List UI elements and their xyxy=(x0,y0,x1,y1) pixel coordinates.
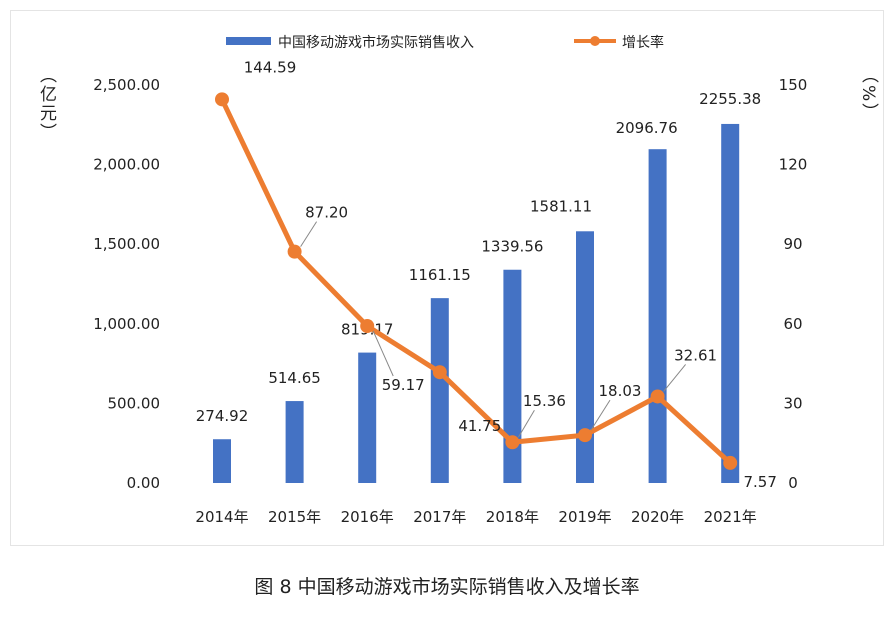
bar-data-label: 1161.15 xyxy=(409,266,471,284)
bar-data-label: 514.65 xyxy=(268,369,321,387)
growth-point xyxy=(650,389,665,404)
right-tick-label: 0 xyxy=(788,474,798,492)
leader-line xyxy=(300,221,318,247)
bar-data-label: 1581.11 xyxy=(530,197,592,215)
bar xyxy=(648,149,667,483)
leader-line xyxy=(663,364,686,392)
growth-point xyxy=(578,428,592,443)
left-tick-label: 0.00 xyxy=(127,474,160,492)
right-axis-title: （%） xyxy=(858,66,878,123)
leader-line xyxy=(372,330,394,377)
category-label: 2017年 xyxy=(413,508,466,526)
line-data-label: 59.17 xyxy=(382,376,425,394)
line-data-label: 87.20 xyxy=(305,204,348,222)
growth-point xyxy=(505,435,520,450)
left-tick-label: 500.00 xyxy=(108,394,161,412)
left-tick-label: 1,500.00 xyxy=(93,235,160,253)
legend-line-marker xyxy=(590,36,600,46)
bar xyxy=(576,231,594,483)
bar xyxy=(285,401,304,483)
line-data-label: 15.36 xyxy=(523,392,566,410)
legend-bar-label: 中国移动游戏市场实际销售收入 xyxy=(278,34,474,51)
left-axis-title: （亿元） xyxy=(36,66,56,142)
right-tick-label: 90 xyxy=(783,235,802,253)
line-data-label: 7.57 xyxy=(743,473,776,491)
bar xyxy=(503,269,522,483)
line-data-label: 18.03 xyxy=(599,382,642,400)
line-data-label: 144.59 xyxy=(244,58,297,76)
bar-data-label: 1339.56 xyxy=(481,238,543,256)
legend-line-label: 增长率 xyxy=(622,34,664,51)
legend-bar-swatch xyxy=(226,37,271,45)
right-tick-label: 120 xyxy=(779,156,808,174)
category-label: 2020年 xyxy=(631,508,684,526)
left-tick-label: 2,500.00 xyxy=(93,76,160,94)
bar xyxy=(358,352,377,483)
category-label: 2021年 xyxy=(704,508,757,526)
right-tick-label: 60 xyxy=(783,315,802,333)
bar-data-label: 274.92 xyxy=(196,407,249,425)
category-label: 2018年 xyxy=(486,508,539,526)
growth-point xyxy=(215,92,229,107)
bar-data-label: 2255.38 xyxy=(699,90,761,108)
line-data-label: 32.61 xyxy=(674,346,717,364)
growth-point xyxy=(432,365,447,380)
left-tick-label: 2,000.00 xyxy=(93,156,160,174)
category-label: 2016年 xyxy=(341,508,394,526)
right-tick-label: 150 xyxy=(779,76,808,94)
bar-data-label: 2096.76 xyxy=(616,119,678,137)
growth-point xyxy=(360,319,375,334)
leader-line xyxy=(590,399,611,431)
left-tick-label: 1,000.00 xyxy=(93,315,160,333)
category-label: 2014年 xyxy=(195,508,248,526)
growth-point xyxy=(287,244,302,259)
chart-caption: 图 8 中国移动游戏市场实际销售收入及增长率 xyxy=(254,576,640,598)
bar xyxy=(721,123,740,483)
category-label: 2019年 xyxy=(558,508,611,526)
bar xyxy=(213,439,231,483)
category-label: 2015年 xyxy=(268,508,321,526)
growth-line xyxy=(219,98,732,465)
bar xyxy=(430,298,449,483)
growth-point xyxy=(723,455,738,470)
leader-line xyxy=(517,409,535,438)
line-data-label: 41.75 xyxy=(458,417,501,435)
chart-frame xyxy=(10,10,884,546)
right-tick-label: 30 xyxy=(783,394,802,412)
